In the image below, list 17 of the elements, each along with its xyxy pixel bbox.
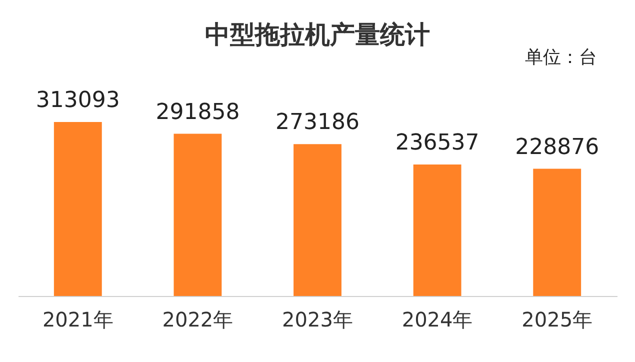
x-tick-label: 2022年 bbox=[162, 308, 234, 332]
bar bbox=[533, 168, 582, 296]
chart-title: 中型拖拉机产量统计 bbox=[205, 20, 430, 49]
x-tick-label: 2025年 bbox=[522, 308, 593, 332]
data-label: 273186 bbox=[276, 110, 360, 136]
bar bbox=[54, 122, 102, 296]
text: 单位：台 bbox=[525, 47, 597, 68]
x-tick-label: 2021年 bbox=[42, 308, 114, 332]
data-label: 291858 bbox=[156, 100, 240, 125]
x-tick-label: 2023年 bbox=[282, 308, 353, 332]
data-label: 313093 bbox=[36, 88, 120, 113]
data-label: 228876 bbox=[515, 134, 600, 160]
data-label: 236537 bbox=[395, 130, 480, 156]
x-tick-label: 2024年 bbox=[402, 308, 473, 332]
bar bbox=[413, 164, 462, 296]
bar bbox=[174, 134, 222, 296]
bar bbox=[294, 144, 342, 296]
